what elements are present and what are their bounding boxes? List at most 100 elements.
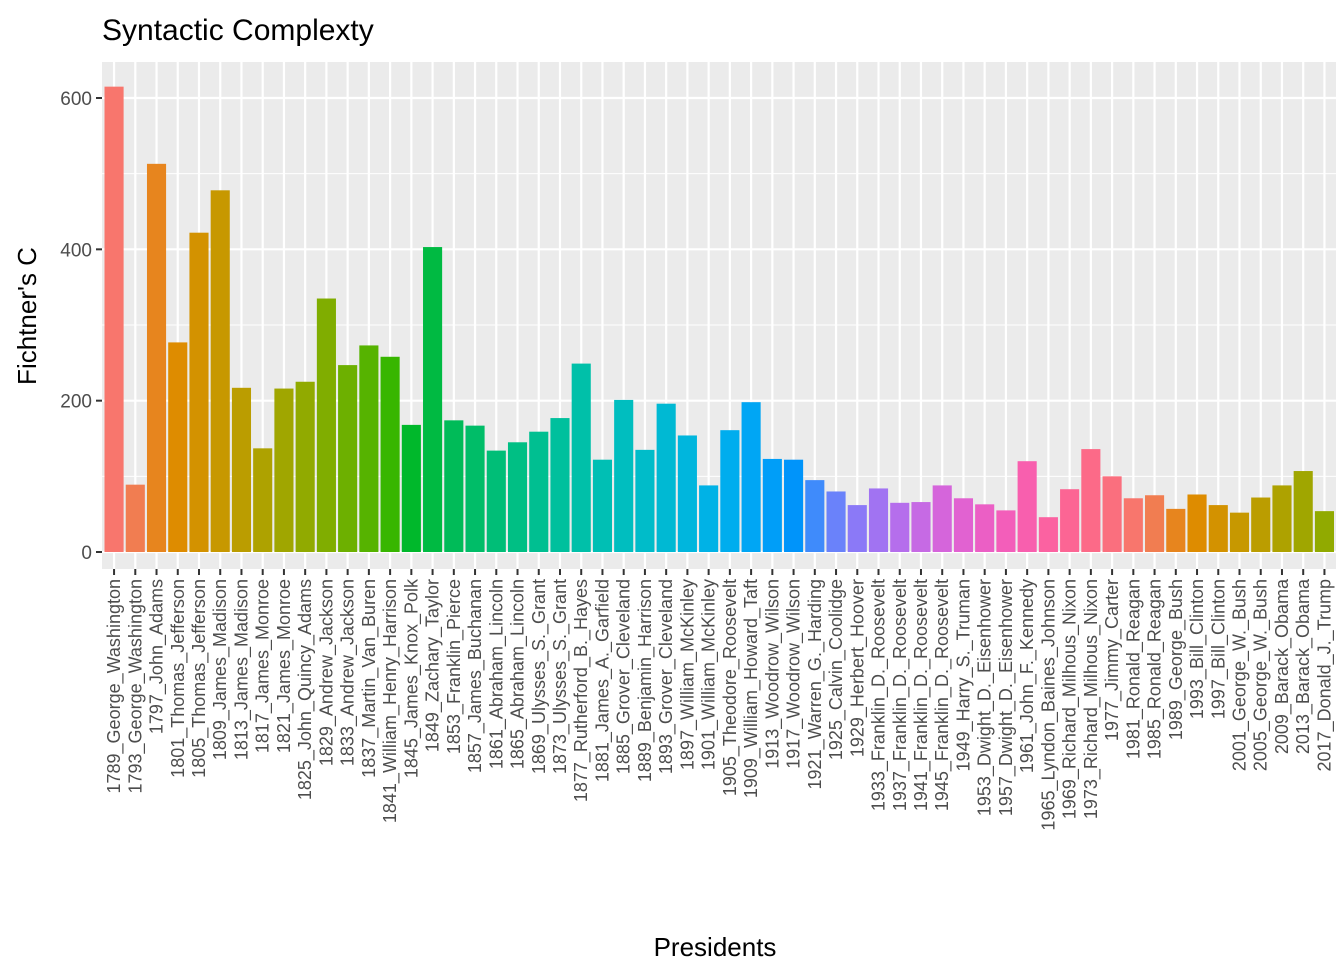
bar-1861_Abraham_Lincoln: [486, 450, 506, 552]
bar-1805_Thomas_Jefferson: [189, 232, 209, 552]
x-tick-label: 2009_Barack_Obama: [1272, 578, 1293, 754]
x-tick-label: 1925_Calvin_Coolidge: [826, 579, 847, 760]
x-tick-label: 1813_James_Madison: [231, 579, 252, 760]
x-tick-label: 1997_Bill_Clinton: [1208, 579, 1229, 719]
bar-1985_Ronald_Reagan: [1145, 495, 1165, 552]
bar-1961_John_F._Kennedy: [1017, 461, 1037, 552]
bar-1829_Andrew_Jackson: [316, 298, 336, 552]
x-tick-label: 1849_Zachary_Taylor: [423, 579, 444, 752]
bars: [104, 86, 1334, 553]
y-axis-title: Fichtner's C: [12, 247, 42, 385]
x-axis: 1789_George_Washington 1793_George_Washin…: [104, 569, 1335, 831]
bar-1913_Woodrow_Wilson: [762, 458, 782, 552]
bar-2017_Donald_J._Trump: [1314, 511, 1334, 552]
x-tick-label: 1897_William_McKinley: [677, 579, 698, 770]
x-tick-label: 1957_Dwight_D._Eisenhower: [996, 579, 1017, 816]
x-tick-label: 1833_Andrew_Jackson: [338, 579, 359, 766]
x-tick-label: 1877_Rutherford_B._Hayes: [571, 579, 592, 802]
x-tick-label: 2001_George_W._Bush: [1230, 579, 1251, 771]
x-tick-label: 2013_Barack_Obama: [1293, 578, 1314, 754]
x-tick-label: 1857_James_Buchanan: [465, 579, 486, 773]
bar-1881_James_A._Garfield: [592, 459, 613, 552]
x-tick-label: 1789_George_Washington: [104, 579, 125, 794]
bar-1841_William_Henry_Harrison: [380, 356, 400, 552]
bar-1853_Franklin_Pierce: [444, 420, 464, 552]
bar-1797_John_Adams: [146, 163, 167, 552]
bar-1941_Franklin_D._Roosevelt: [911, 502, 931, 552]
x-tick-label: 1817_James_Monroe: [253, 579, 274, 753]
bar-1937_Franklin_D._Roosevelt: [890, 502, 910, 552]
bar-1909_William_Howard_Taft: [741, 402, 761, 552]
x-tick-label: 1797_John_Adams: [147, 579, 168, 734]
x-tick-label: 1985_Ronald_Reagan: [1145, 579, 1166, 759]
bar-1933_Franklin_D._Roosevelt: [868, 488, 889, 552]
x-tick-label: 1873_Ulysses_S._Grant: [550, 579, 571, 774]
bar-1849_Zachary_Taylor: [423, 247, 443, 552]
x-tick-label: 1921_Warren_G._Harding: [805, 579, 826, 789]
bar-1997_Bill_Clinton: [1208, 505, 1228, 552]
y-axis: 0 200 400 600: [60, 89, 102, 564]
x-tick-label: 1809_James_Madison: [210, 579, 231, 760]
bar-1993_Bill_Clinton: [1187, 494, 1207, 552]
bar-1973_Richard_Milhous_Nixon: [1081, 449, 1101, 552]
bar-1953_Dwight_D._Eisenhower: [975, 504, 995, 552]
bar-2005_George_W._Bush: [1251, 497, 1271, 552]
x-axis-title: Presidents: [654, 932, 777, 960]
x-tick-label: 1829_Andrew_Jackson: [316, 579, 337, 766]
bar-1905_Theodore_Roosevelt: [720, 430, 740, 552]
bar-1877_Rutherford_B._Hayes: [571, 363, 591, 552]
x-tick-label: 1953_Dwight_D._Eisenhower: [975, 579, 996, 816]
bar-1949_Harry_S._Truman: [953, 498, 974, 552]
bar-1929_Herbert_Hoover: [847, 505, 867, 552]
bar-1957_Dwight_D._Eisenhower: [996, 510, 1016, 552]
bar-1833_Andrew_Jackson: [338, 365, 358, 552]
bar-1901_William_McKinley: [699, 485, 719, 552]
x-tick-label: 1893_Grover_Cleveland: [656, 579, 677, 774]
x-tick-label: 1945_Franklin_D._Roosevelt: [932, 579, 953, 811]
x-tick-label: 1793_George_Washington: [125, 579, 146, 794]
bar-1925_Calvin_Coolidge: [826, 491, 846, 552]
bar-1893_Grover_Cleveland: [656, 403, 676, 552]
chart-title: Syntactic Complexty: [102, 14, 374, 47]
y-tick-label: 200: [60, 392, 92, 413]
bar-1981_Ronald_Reagan: [1123, 498, 1143, 552]
x-tick-label: 1981_Ronald_Reagan: [1123, 579, 1144, 759]
x-tick-label: 1821_James_Monroe: [274, 579, 295, 753]
x-tick-label: 1901_William_McKinley: [699, 579, 720, 770]
x-tick-label: 1989_George_Bush: [1166, 579, 1187, 740]
x-tick-label: 1885_Grover_Cleveland: [614, 579, 635, 774]
x-tick-label: 1949_Harry_S._Truman: [953, 579, 974, 771]
x-tick-label: 1869_Ulysses_S._Grant: [529, 579, 550, 774]
x-tick-label: 1937_Franklin_D._Roosevelt: [890, 579, 911, 811]
bar-1917_Woodrow_Wilson: [784, 459, 804, 552]
x-tick-label: 1837_Martin_Van_Buren: [359, 579, 380, 778]
bar-1945_Franklin_D._Roosevelt: [932, 485, 952, 552]
bar-1789_George_Washington: [104, 86, 124, 553]
y-tick-label: 0: [81, 543, 92, 564]
x-tick-label: 1973_Richard_Milhous_Nixon: [1081, 579, 1102, 819]
bar-1801_Thomas_Jefferson: [168, 342, 188, 552]
bar-1889_Benjamin_Harrison: [635, 449, 655, 552]
x-tick-label: 1977_Jimmy_Carter: [1102, 579, 1123, 741]
bar-2013_Barack_Obama: [1293, 471, 1313, 552]
x-tick-label: 1965_Lyndon_Baines_Johnson: [1038, 579, 1059, 831]
bar-1857_James_Buchanan: [465, 425, 485, 552]
bar-1965_Lyndon_Baines_Johnson: [1038, 517, 1058, 552]
y-tick-label: 400: [60, 240, 92, 261]
bar-1865_Abraham_Lincoln: [507, 442, 528, 552]
bar-1821_James_Monroe: [274, 388, 294, 552]
bar-1977_Jimmy_Carter: [1102, 476, 1122, 552]
x-tick-label: 1861_Abraham_Lincoln: [486, 579, 507, 769]
x-tick-label: 1941_Franklin_D._Roosevelt: [911, 579, 932, 811]
x-tick-label: 1853_Franklin_Pierce: [444, 579, 465, 754]
x-tick-label: 1929_Herbert_Hoover: [847, 579, 868, 757]
bar-1969_Richard_Milhous_Nixon: [1060, 489, 1080, 552]
y-tick-label: 600: [60, 89, 92, 110]
bar-1869_Ulysses_S._Grant: [529, 431, 549, 552]
bar-1837_Martin_Van_Buren: [359, 345, 379, 552]
x-tick-label: 1993_Bill_Clinton: [1187, 579, 1208, 719]
x-tick-label: 1805_Thomas_Jefferson: [189, 579, 210, 778]
bar-1873_Ulysses_S._Grant: [550, 418, 570, 552]
bar-1897_William_McKinley: [677, 435, 697, 552]
x-tick-label: 1801_Thomas_Jefferson: [168, 579, 189, 778]
